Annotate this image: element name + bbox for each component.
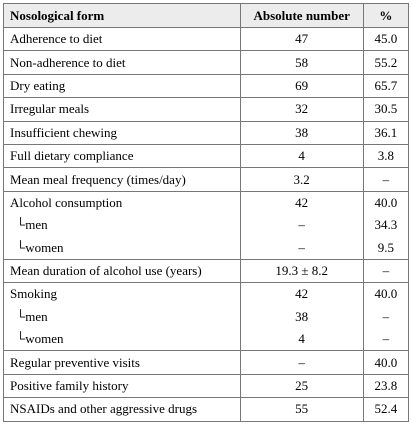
- table-row: Mean duration of alcohol use (years) 19.3…: [3, 258, 410, 283]
- table-row: NSAIDs and other aggressive drugs 55 52.4: [3, 397, 410, 422]
- table-cell: 69: [239, 73, 364, 98]
- table-cell: └men: [3, 305, 241, 329]
- table-cell: 65.7: [362, 73, 410, 98]
- table-row: Irregular meals 32 30.5: [3, 97, 410, 122]
- table-cell: Non-adherence to diet: [3, 50, 241, 75]
- data-table: Nosological form Absolute number% Adheren…: [3, 3, 410, 422]
- table-cell: –: [362, 258, 410, 283]
- table-row: Non-adherence to diet 58 55.2: [3, 50, 410, 75]
- table-cell: 40.0: [362, 190, 410, 215]
- table-cell: 19.3 ± 8.2: [239, 258, 364, 283]
- header-row: Nosological form Absolute number%: [3, 3, 410, 28]
- table-cell: 40.0: [362, 282, 410, 306]
- table-cell: Alcohol consumption: [3, 190, 241, 215]
- table-body: Adherence to diet 47 45.0 Non-adherence to …: [3, 26, 410, 422]
- table-row: Smoking 42 40.0: [3, 282, 410, 306]
- table-cell: 23.8: [362, 373, 410, 398]
- table-cell: 4: [239, 143, 364, 168]
- table-cell: 3.8: [362, 143, 410, 168]
- table-cell: NSAIDs and other aggressive drugs: [3, 397, 241, 422]
- table-row: Regular preventive visits –40.0: [3, 350, 410, 375]
- table-cell: Insufficient chewing: [3, 120, 241, 145]
- table-cell: 38: [239, 305, 364, 329]
- table-cell: 9.5: [362, 236, 410, 260]
- table-cell: –: [362, 167, 410, 192]
- table-row: Positive family history 25 23.8: [3, 373, 410, 398]
- table-cell: 55: [239, 397, 364, 422]
- table-cell: 45.0: [362, 26, 410, 51]
- table-cell: 47: [239, 26, 364, 51]
- table-row: └women –9.5: [3, 236, 410, 260]
- table-cell: Positive family history: [3, 373, 241, 398]
- header-cell: Absolute number: [239, 3, 364, 28]
- table-cell: 52.4: [362, 397, 410, 422]
- table-row: Insufficient chewing 38 36.1: [3, 120, 410, 145]
- table-cell: Mean duration of alcohol use (years): [3, 258, 241, 283]
- table-row: └men 38–: [3, 305, 410, 329]
- table-row: └men –34.3: [3, 214, 410, 237]
- table-cell: └women: [3, 236, 241, 260]
- table-row: Full dietary compliance 4 3.8: [3, 143, 410, 168]
- table-cell: –: [362, 305, 410, 329]
- table-cell: 30.5: [362, 97, 410, 122]
- table-cell: 58: [239, 50, 364, 75]
- table-cell: –: [239, 214, 364, 237]
- table-cell: Adherence to diet: [3, 26, 241, 51]
- table-cell: Irregular meals: [3, 97, 241, 122]
- table-cell: Mean meal frequency (times/day): [3, 167, 241, 192]
- table-cell: –: [362, 328, 410, 351]
- table-cell: Smoking: [3, 282, 241, 306]
- table-cell: └women: [3, 328, 241, 351]
- table-cell: 36.1: [362, 120, 410, 145]
- header-cell: %: [362, 3, 410, 28]
- table-cell: Full dietary compliance: [3, 143, 241, 168]
- table-row: Alcohol consumption 42 40.0: [3, 190, 410, 215]
- table-cell: 38: [239, 120, 364, 145]
- table-row: Mean meal frequency (times/day) 3.2–: [3, 167, 410, 192]
- table-cell: 25: [239, 373, 364, 398]
- table-cell: 4: [239, 328, 364, 351]
- table-cell: Dry eating: [3, 73, 241, 98]
- table-row: └women 4–: [3, 328, 410, 351]
- table-cell: 32: [239, 97, 364, 122]
- header-cell: Nosological form: [3, 3, 241, 28]
- table-cell: └men: [3, 214, 241, 237]
- table-cell: –: [239, 236, 364, 260]
- table-row: Dry eating 69 65.7: [3, 73, 410, 98]
- table-cell: –: [239, 350, 364, 375]
- table-cell: 40.0: [362, 350, 410, 375]
- table-cell: 34.3: [362, 214, 410, 237]
- table-row: Adherence to diet 47 45.0: [3, 26, 410, 51]
- table-cell: 42: [239, 190, 364, 215]
- table-cell: 3.2: [239, 167, 364, 192]
- table-cell: 42: [239, 282, 364, 306]
- table-cell: 55.2: [362, 50, 410, 75]
- table-cell: Regular preventive visits: [3, 350, 241, 375]
